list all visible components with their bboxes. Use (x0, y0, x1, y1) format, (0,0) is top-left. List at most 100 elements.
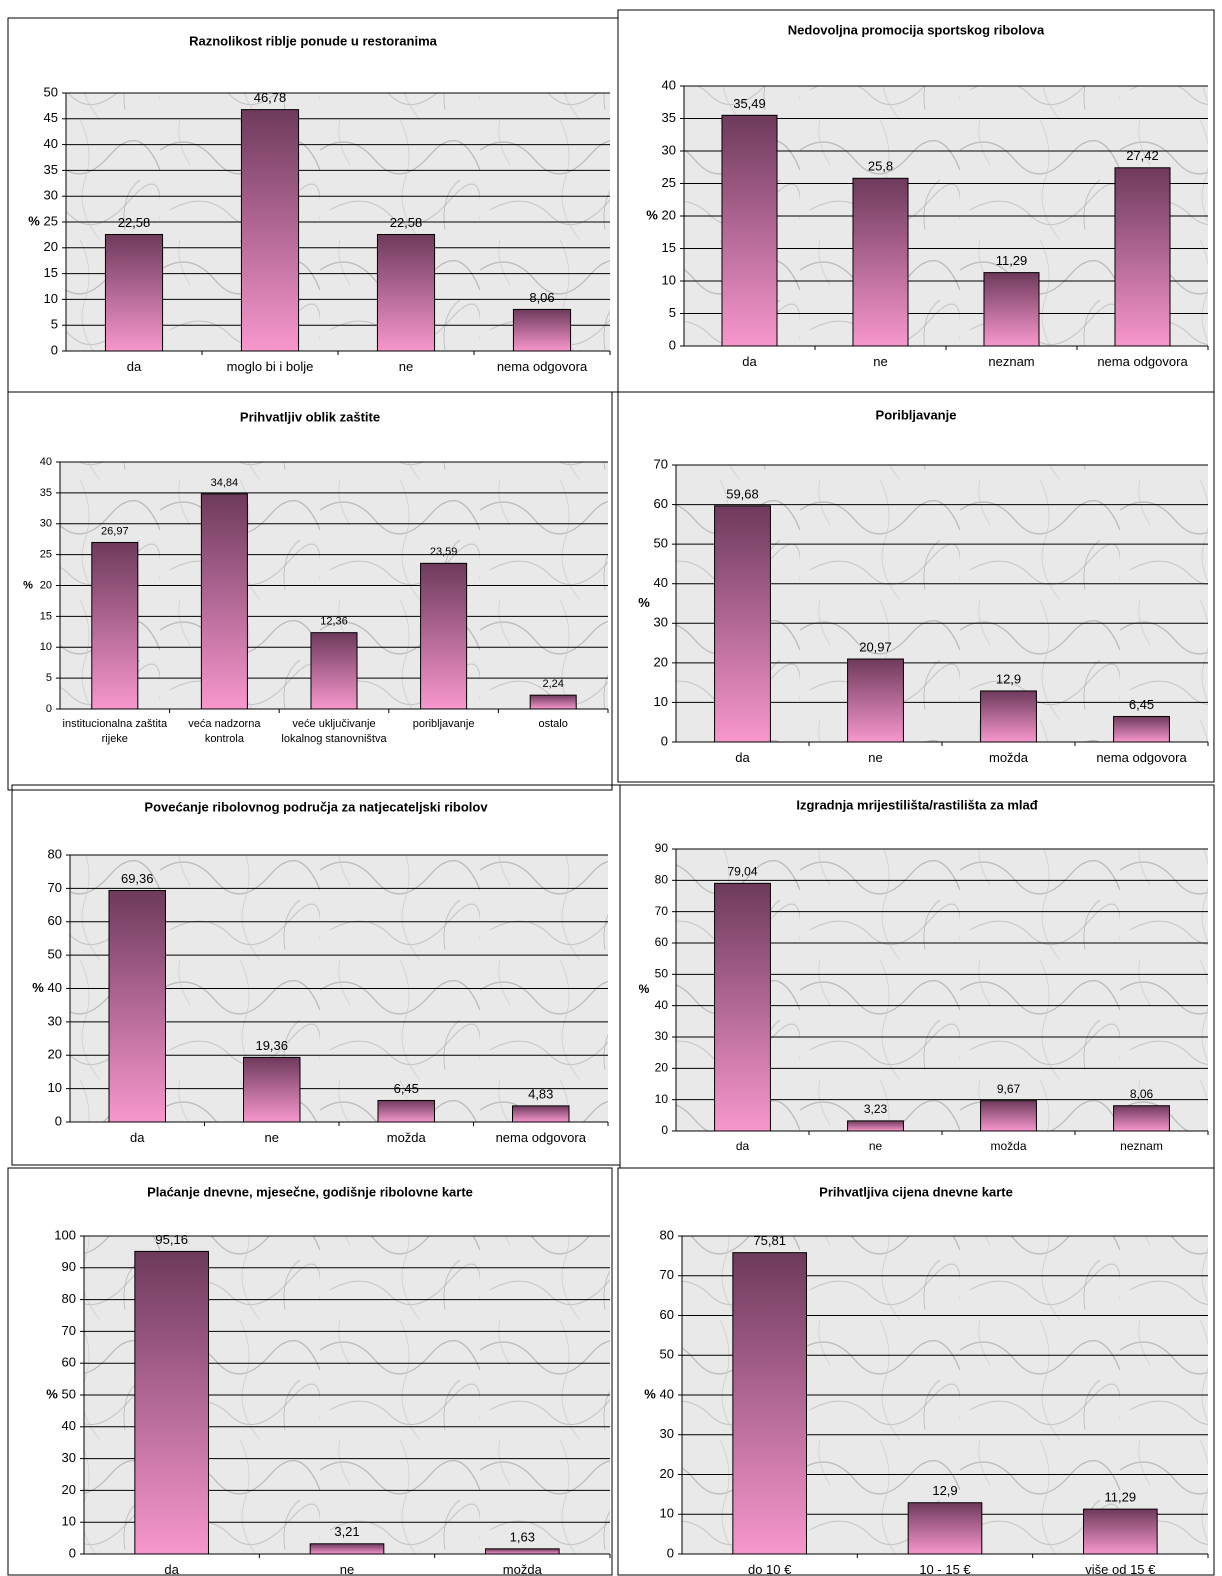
y-tick-label: 10 (662, 272, 676, 287)
y-tick-label: 0 (69, 1545, 76, 1560)
y-tick-label: 20 (655, 1061, 669, 1075)
bar (376, 233, 436, 352)
x-tick-label-box: možda (988, 750, 1029, 765)
x-tick-label: možda (386, 1130, 426, 1145)
x-tick-label-box: ne (873, 354, 888, 369)
x-tick-label-box: nema odgovora (1096, 750, 1186, 765)
y-tick-label: 20 (660, 1466, 674, 1481)
chart-title: Poribljavanje (876, 407, 957, 422)
y-tick-label: 30 (660, 1426, 674, 1441)
y-tick-label: 70 (655, 904, 669, 918)
y-tick-label: 25 (44, 213, 58, 228)
y-tick-label: 60 (660, 1307, 674, 1322)
y-axis-label: % (46, 1386, 58, 1401)
chart-title: Prihvatljiva cijena dnevne karte (819, 1184, 1013, 1199)
x-tick-label: nema odgovora (496, 359, 588, 374)
bar (377, 1099, 435, 1123)
data-label: 6,45 (1129, 697, 1154, 712)
bar (512, 308, 572, 352)
data-label: 95,16 (155, 1232, 188, 1247)
x-tick-label: neznam (988, 354, 1035, 369)
bar (1083, 1508, 1158, 1555)
y-tick-label: 30 (662, 142, 676, 157)
panel-border (617, 391, 1215, 783)
x-tick-label: ne (873, 354, 888, 369)
bar (200, 493, 248, 710)
x-tick-label-box: moglo bi i bolje (227, 359, 314, 374)
data-label: 19,36 (255, 1038, 288, 1053)
panel-border (617, 1167, 1215, 1576)
y-tick-label: 60 (654, 496, 668, 511)
x-tick-label-box: da (164, 1562, 179, 1576)
y-tick-label: 30 (62, 1450, 76, 1465)
data-label: 22,58 (118, 215, 151, 230)
y-tick-label: 40 (660, 1386, 674, 1401)
x-tick-label-box: 10 - 15 € (919, 1562, 970, 1576)
y-tick-label: 0 (55, 1113, 62, 1128)
x-tick-label-box: više od 15 € (1085, 1562, 1155, 1576)
bar (1114, 167, 1171, 347)
y-tick-label: 0 (669, 337, 676, 352)
y-tick-label: 35 (40, 487, 52, 499)
x-tick-label: da (126, 359, 142, 374)
y-tick-label: 40 (48, 980, 62, 995)
y-tick-label: 50 (654, 536, 668, 551)
y-tick-label: 10 (655, 1092, 669, 1106)
y-tick-label: 50 (62, 1386, 76, 1401)
bar (852, 177, 909, 347)
x-tick-label-box: ne (869, 1139, 882, 1153)
y-tick-label: 50 (660, 1347, 674, 1362)
bar (1113, 1105, 1170, 1132)
y-axis-label: % (644, 1386, 656, 1401)
y-tick-label: 30 (48, 1013, 62, 1028)
bar (721, 114, 778, 347)
bar (485, 1548, 560, 1555)
x-tick-label-box: da (735, 750, 749, 765)
x-tick-label-box: da (130, 1130, 144, 1145)
y-tick-label: 10 (660, 1506, 674, 1521)
x-tick-label-box: do 10 € (748, 1562, 791, 1576)
data-label: 22,58 (390, 215, 423, 230)
x-tick-label: ne (868, 750, 883, 765)
y-tick-label: 0 (661, 733, 668, 748)
y-tick-label: 30 (44, 188, 58, 203)
y-tick-label: 0 (46, 703, 52, 715)
data-label: 69,36 (121, 871, 154, 886)
y-tick-label: 80 (48, 846, 62, 861)
x-tick-label-box: ne (399, 359, 413, 374)
x-tick-label: možda (988, 750, 1029, 765)
y-axis-label: % (32, 980, 44, 995)
data-label: 3,21 (334, 1524, 359, 1539)
x-tick-label-box: ne (339, 1562, 355, 1576)
y-tick-label: 60 (48, 913, 62, 928)
chart-title: Plaćanje dnevne, mjesečne, godišnje ribo… (147, 1184, 473, 1199)
x-tick-label: da (164, 1562, 179, 1576)
y-tick-label: 20 (662, 207, 676, 222)
bar (243, 1056, 301, 1123)
y-tick-label: 40 (654, 575, 668, 590)
y-tick-label: 15 (662, 240, 676, 255)
x-tick-label: nema odgovora (495, 1130, 586, 1145)
x-tick-label-box: da (736, 1139, 749, 1153)
bar (732, 1252, 807, 1555)
x-tick-label: ne (339, 1562, 355, 1576)
bar (91, 541, 139, 710)
bar (512, 1105, 570, 1123)
panel-border (7, 391, 613, 791)
y-tick-label: 15 (40, 610, 52, 622)
x-tick-label: institucionalna zaštita rijeke (62, 718, 168, 745)
y-tick-label: 20 (40, 579, 52, 591)
y-tick-label: 20 (44, 239, 58, 254)
x-tick-label: možda (990, 1139, 1027, 1153)
y-tick-label: 25 (662, 175, 676, 190)
data-label: 9,67 (997, 1082, 1021, 1096)
x-tick-label: možda (502, 1562, 542, 1576)
x-tick-label-box: ne (265, 1130, 279, 1145)
bar (714, 505, 771, 743)
x-tick-label-box: institucionalna zaštita rijeke (62, 718, 168, 745)
x-tick-label: veće uključivanje lokalnog stanovništva (281, 718, 387, 745)
data-label: 3,23 (864, 1102, 888, 1116)
y-tick-label: 40 (44, 136, 58, 151)
y-tick-label: 50 (655, 967, 669, 981)
